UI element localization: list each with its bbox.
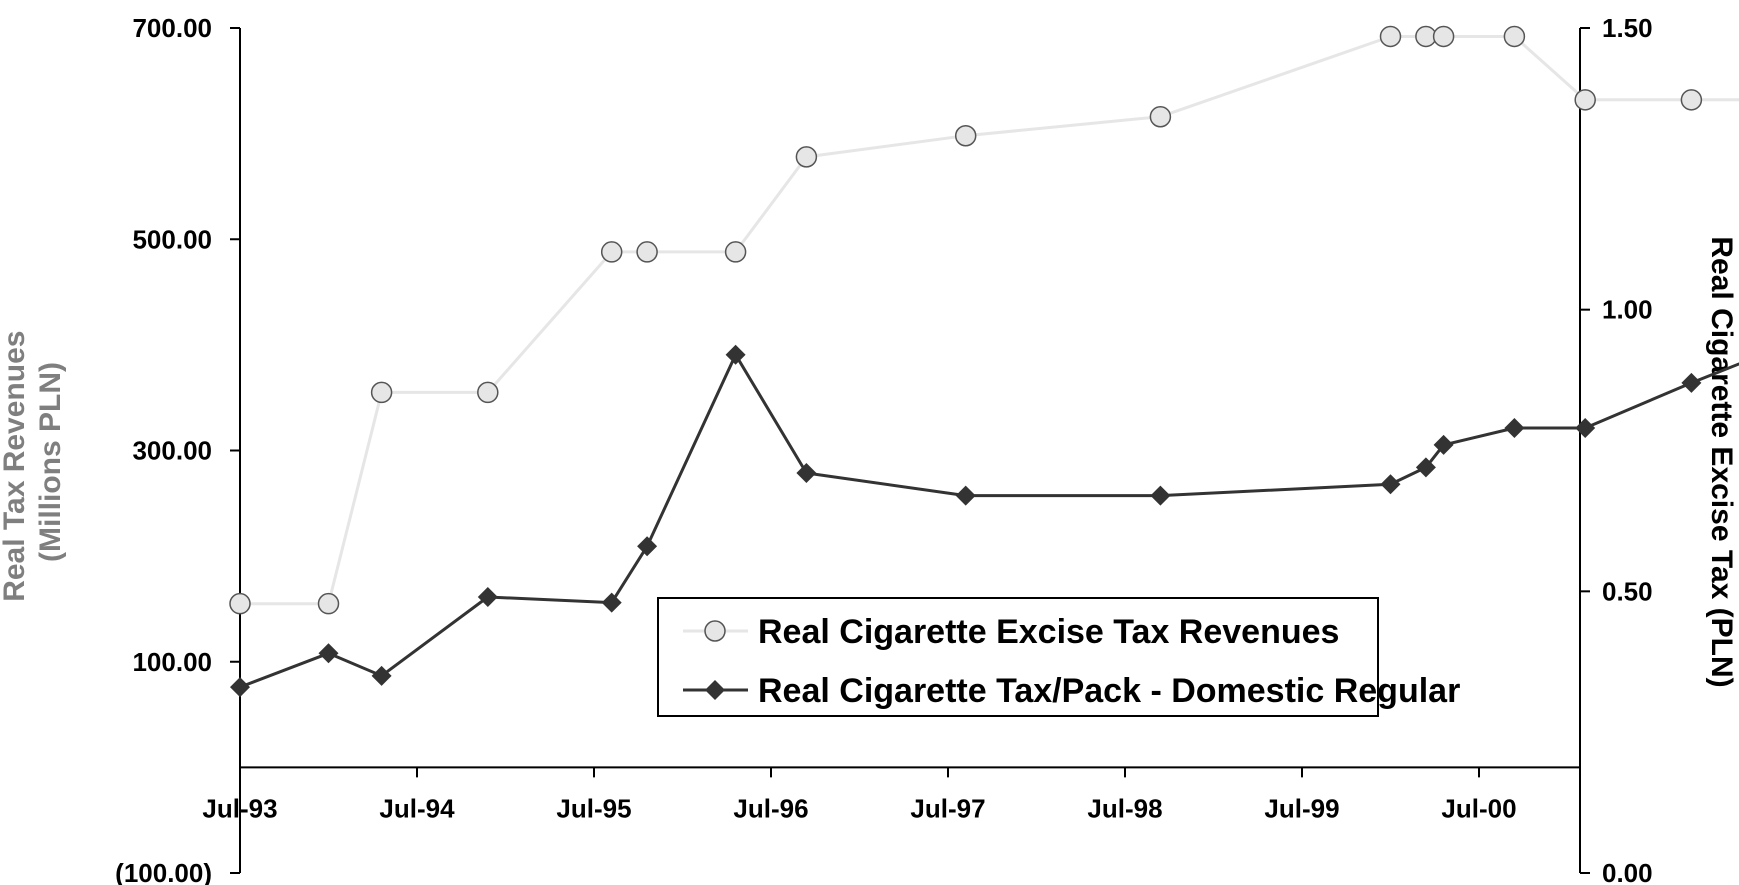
legend-marker-diamond — [705, 680, 725, 700]
data-point-circle — [477, 381, 499, 404]
x-tick-label: Jul-94 — [379, 793, 455, 823]
data-point-circle — [600, 241, 623, 263]
x-tick-label: Jul-97 — [910, 793, 985, 823]
data-point-diamond — [230, 677, 250, 698]
data-point-diamond — [601, 592, 622, 613]
right-y-tick-label: 1.00 — [1602, 295, 1653, 325]
x-tick-label: Jul-98 — [1087, 793, 1162, 823]
legend: Real Cigarette Excise Tax Revenues Real … — [657, 597, 1460, 717]
data-point-diamond — [1504, 417, 1525, 438]
left-y-tick-label: 500.00 — [132, 224, 212, 254]
data-point-circle — [795, 146, 818, 168]
right-y-ticks: 0.00 0.50 1.00 1.50 — [1580, 13, 1653, 885]
data-point-circle — [1379, 25, 1402, 48]
legend-box — [657, 597, 1379, 717]
data-point-circle — [1149, 105, 1172, 128]
x-tick-label: Jul-99 — [1264, 793, 1339, 823]
data-point-circle — [1574, 89, 1596, 111]
axes: (100.00) 100.00 300.00 500.00 700.00 0.00 0.5… — [115, 13, 1652, 885]
legend-marker-circle — [704, 620, 726, 642]
legend-label-tax-pack: Real Cigarette Tax/Pack - Domestic Regul… — [758, 672, 1460, 710]
right-y-axis-title: Real Cigarette Excise Tax (PLN) — [1705, 236, 1738, 687]
data-point-circle — [636, 241, 658, 263]
data-point-circle — [724, 241, 747, 263]
data-point-diamond — [955, 485, 976, 506]
left-y-axis-title: Real Tax Revenues (Millions PLN) — [0, 322, 67, 602]
data-point-diamond — [725, 344, 746, 365]
data-point-circle — [370, 381, 393, 404]
right-y-tick-label: 1.50 — [1602, 13, 1653, 43]
left-y-tick-label: 300.00 — [132, 436, 212, 466]
x-tick-label: Jul-95 — [556, 793, 631, 823]
data-point-circle — [1503, 25, 1526, 48]
x-tick-label: Jul-00 — [1441, 793, 1516, 823]
data-point-diamond — [1433, 434, 1454, 455]
x-tick-label: Jul-96 — [733, 793, 808, 823]
data-point-diamond — [637, 536, 658, 557]
data-point-diamond — [318, 643, 339, 664]
left-y-tick-label: 100.00 — [132, 647, 212, 677]
data-point-diamond — [1681, 372, 1702, 393]
left-y-tick-label: 700.00 — [132, 13, 212, 43]
data-point-circle — [954, 124, 977, 147]
x-ticks: Jul-93 Jul-94 Jul-95 Jul-96 Jul-97 Jul-98 Jul-… — [202, 767, 1517, 823]
data-point-diamond — [477, 586, 498, 607]
data-point-diamond — [1150, 485, 1171, 506]
data-point-diamond — [796, 463, 817, 484]
legend-label-revenues: Real Cigarette Excise Tax Revenues — [758, 613, 1339, 651]
data-point-circle — [1432, 25, 1455, 48]
data-point-diamond — [371, 665, 392, 686]
right-y-tick-label: 0.00 — [1602, 858, 1653, 885]
left-y-tick-label: (100.00) — [115, 858, 212, 885]
series-line-tax-per-pack — [239, 353, 1739, 689]
data-point-circle — [317, 592, 340, 615]
right-y-tick-label: 0.50 — [1602, 576, 1653, 606]
data-point-diamond — [1380, 474, 1401, 495]
x-tick-label: Jul-93 — [202, 793, 277, 823]
series-layer — [229, 25, 1739, 698]
left-y-ticks: (100.00) 100.00 300.00 500.00 700.00 — [115, 13, 240, 885]
data-point-diamond — [1415, 457, 1436, 478]
series-line-revenues — [240, 35, 1739, 606]
data-point-circle — [1680, 89, 1703, 111]
data-point-circle — [229, 592, 251, 615]
data-point-diamond — [1575, 417, 1596, 438]
